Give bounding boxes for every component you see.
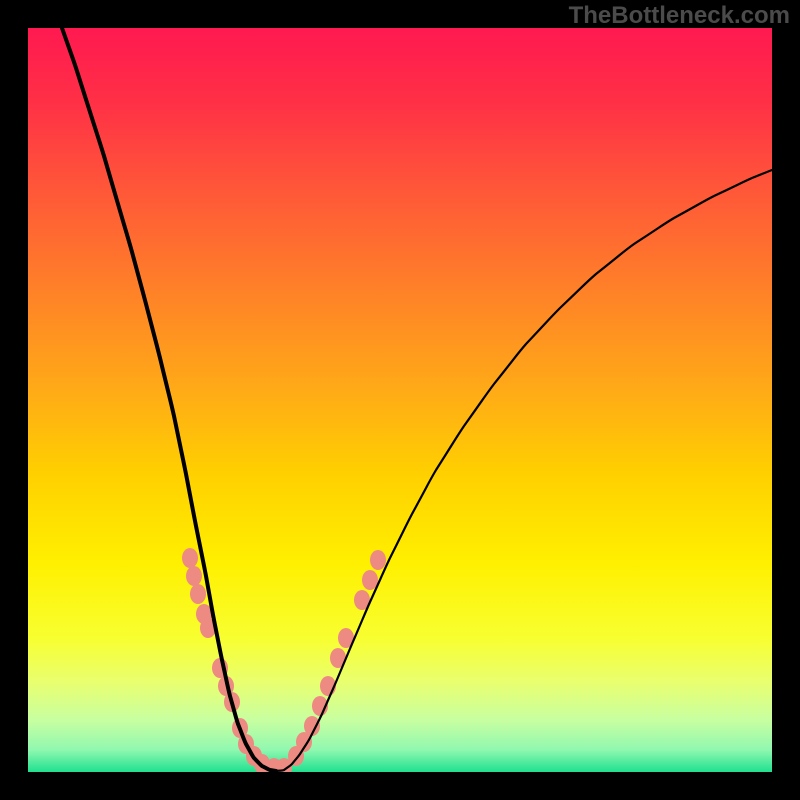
data-marker xyxy=(370,550,386,570)
data-marker xyxy=(190,584,206,604)
plot-area xyxy=(28,28,772,772)
curve-left-branch xyxy=(62,28,276,771)
watermark-text: TheBottleneck.com xyxy=(569,2,790,30)
marker-group xyxy=(182,548,386,772)
curve-layer xyxy=(28,28,772,772)
curve-right-branch xyxy=(276,170,772,771)
data-marker xyxy=(186,566,202,586)
chart-frame: TheBottleneck.com xyxy=(0,0,800,800)
data-marker xyxy=(182,548,198,568)
